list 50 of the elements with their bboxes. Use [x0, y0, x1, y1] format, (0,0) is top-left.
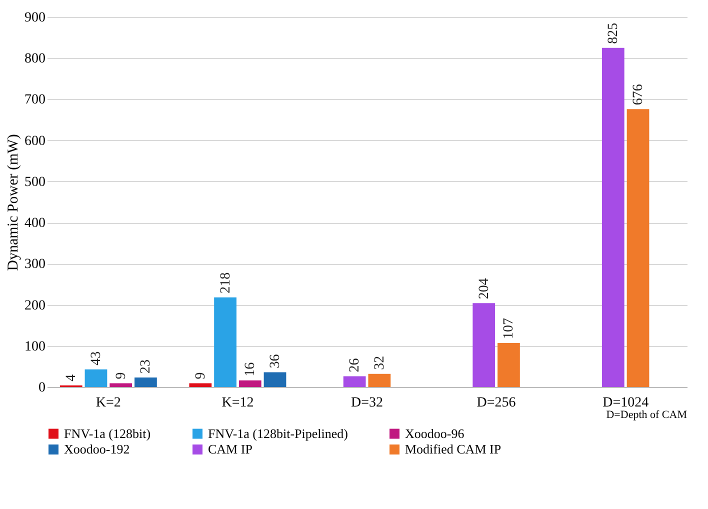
y-tick-label: 200: [24, 298, 46, 314]
bar: [110, 383, 132, 387]
data-label: 23: [138, 360, 154, 374]
data-label: 218: [218, 272, 234, 294]
data-label: 4: [64, 374, 80, 382]
data-label: 676: [631, 84, 646, 106]
bar: [498, 343, 520, 387]
y-tick-label: 400: [24, 216, 46, 232]
y-tick-label: 900: [24, 10, 46, 26]
x-tick-label: D=32: [350, 396, 384, 410]
bar: [134, 378, 157, 387]
data-label: 16: [243, 362, 258, 376]
bar: [472, 303, 496, 387]
data-label: 107: [502, 318, 517, 340]
data-label: 32: [372, 356, 388, 370]
x-tick-label: D=1024: [602, 396, 649, 410]
legend-label: Xoodoo-96: [405, 426, 465, 441]
y-tick-label: 300: [24, 257, 46, 272]
data-label: 36: [268, 354, 284, 368]
bar: [368, 374, 391, 387]
bar: [214, 297, 236, 387]
data-label: 9: [114, 372, 129, 380]
x-tick-label: K=2: [96, 396, 121, 410]
x-tick-label: K=12: [222, 396, 254, 410]
y-tick-label: 0: [38, 380, 46, 396]
legend-label: Xoodoo-192: [64, 442, 130, 456]
bar: [602, 48, 624, 387]
data-label: 26: [348, 358, 363, 372]
x-tick-label: D=256: [476, 396, 516, 410]
legend-label: FNV-1a (128bit): [64, 426, 151, 441]
data-label: 204: [476, 278, 492, 300]
data-label: 43: [88, 351, 104, 366]
bar: [189, 383, 212, 387]
y-tick-label: 100: [24, 339, 46, 354]
legend-label: Modified CAM IP: [405, 442, 502, 456]
data-label: 9: [193, 372, 208, 380]
bar: [626, 109, 650, 387]
y-tick-label: 700: [24, 92, 46, 108]
y-tick-label: 600: [24, 134, 46, 149]
data-label: 825: [606, 22, 622, 44]
bar: [238, 380, 262, 387]
y-tick-label: 500: [24, 174, 46, 190]
bar: [264, 372, 286, 387]
bar: [343, 376, 366, 387]
legend-label: CAM IP: [208, 442, 252, 456]
y-axis-title: Dynamic Power (mW): [6, 134, 22, 271]
legend-label: FNV-1a (128bit-Pipelined): [208, 426, 348, 441]
bar: [84, 369, 108, 387]
text: D=Depth of CAM: [606, 409, 688, 421]
y-tick-label: 800: [24, 52, 46, 67]
